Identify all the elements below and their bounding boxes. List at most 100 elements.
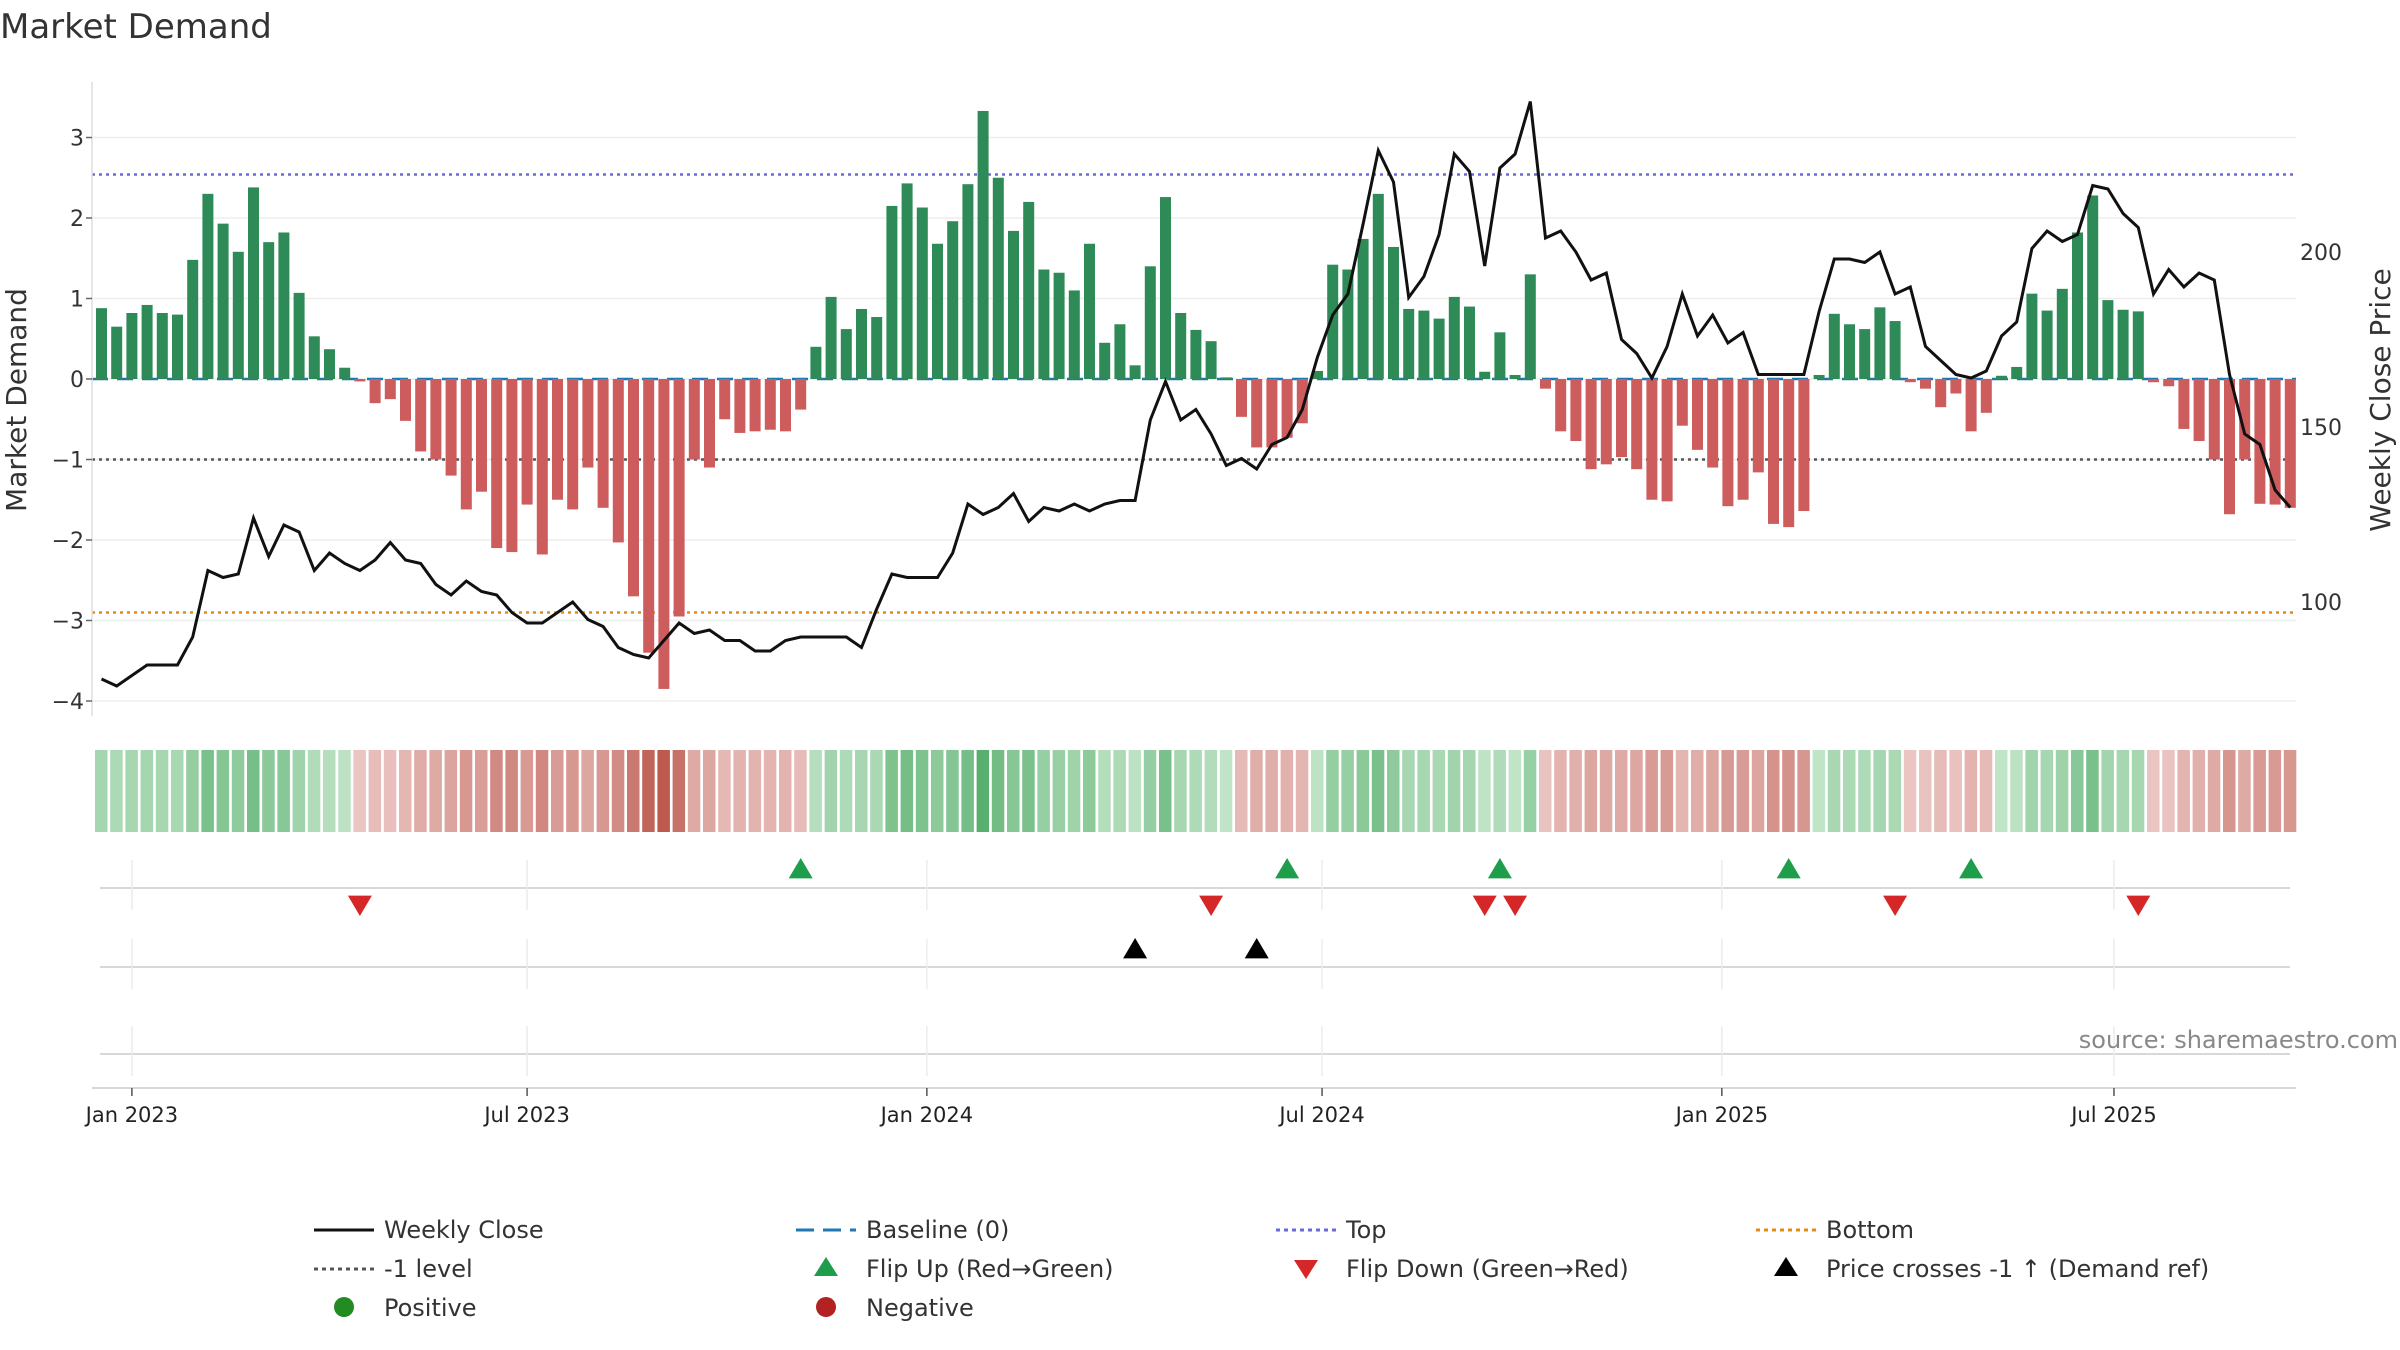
- heat-cell: [2116, 750, 2130, 832]
- flip-down-marker: [1883, 895, 1908, 916]
- demand-bar: [916, 207, 928, 379]
- left-tick-label: −3: [52, 610, 84, 635]
- heat-cell: [186, 750, 199, 832]
- demand-bar: [521, 379, 533, 505]
- heat-cell: [2010, 750, 2023, 832]
- demand-bar: [734, 379, 746, 433]
- demand-bar: [932, 243, 943, 379]
- heat-cell: [596, 750, 610, 832]
- heat-cell: [1128, 750, 1142, 832]
- demand-bar: [2132, 311, 2144, 379]
- demand-bar: [2269, 379, 2281, 505]
- flip-up-marker: [1275, 858, 1300, 879]
- legend-label: -1 level: [384, 1255, 473, 1283]
- demand-bar: [1494, 332, 1506, 379]
- heat-cell: [2055, 750, 2069, 832]
- heat-cell: [2101, 750, 2114, 832]
- heat-cell: [1843, 750, 1856, 832]
- demand-bar: [901, 183, 913, 379]
- demand-bar: [871, 317, 883, 379]
- legend-item-minus-one: -1 level: [314, 1255, 473, 1283]
- legend-label: Negative: [866, 1294, 974, 1322]
- demand-bar: [962, 184, 974, 379]
- demand-bar: [1418, 310, 1430, 379]
- heat-cell: [2071, 750, 2084, 832]
- x-tick-label: Jul 2023: [482, 1103, 569, 1127]
- demand-bar: [2026, 293, 2038, 379]
- demand-bar: [2224, 379, 2235, 515]
- demand-bar: [567, 379, 579, 510]
- heat-cell: [1447, 750, 1461, 832]
- heat-cell: [520, 750, 534, 832]
- heat-cell: [1326, 750, 1339, 832]
- demand-bar: [1874, 307, 1886, 379]
- demand-bar: [187, 259, 199, 379]
- heat-cell: [1539, 750, 1552, 832]
- heat-cell: [1812, 750, 1826, 832]
- heat-cell: [961, 750, 974, 832]
- legend-item-negative: Negative: [816, 1294, 974, 1322]
- demand-bar: [1950, 379, 1962, 394]
- heat-cell: [1934, 750, 1947, 832]
- x-tick-label: Jan 2023: [84, 1103, 179, 1127]
- heat-cell: [429, 750, 442, 832]
- demand-bar: [947, 221, 959, 379]
- demand-bar: [1403, 308, 1415, 379]
- demand-bar: [1524, 274, 1536, 379]
- demand-bar: [1342, 269, 1354, 379]
- demand-bar: [369, 379, 381, 404]
- demand-bar: [780, 379, 791, 432]
- demand-bar: [1312, 370, 1323, 379]
- heat-cell: [171, 750, 184, 832]
- demand-bar: [1555, 379, 1567, 432]
- heat-cell: [1478, 750, 1491, 832]
- demand-bar: [1190, 329, 1202, 379]
- demand-bar: [2239, 379, 2251, 460]
- demand-bar: [141, 304, 153, 379]
- heat-cell: [1295, 750, 1309, 832]
- demand-bar: [126, 312, 138, 379]
- demand-bar: [1570, 379, 1582, 441]
- heat-cell: [1599, 750, 1613, 832]
- demand-bar: [688, 379, 700, 460]
- heat-cell: [1052, 750, 1066, 832]
- demand-bar: [1296, 379, 1308, 424]
- heat-cell: [1463, 750, 1476, 832]
- heat-cell: [672, 750, 686, 832]
- demand-bar: [2254, 379, 2266, 504]
- demand-bar: [2117, 309, 2129, 379]
- heat-cell: [1022, 750, 1035, 832]
- heat-cell: [2040, 750, 2054, 832]
- demand-bar: [384, 379, 396, 400]
- demand-bar: [1068, 290, 1080, 379]
- heat-cell: [353, 750, 366, 832]
- demand-bar: [597, 379, 609, 508]
- demand-bar: [1388, 246, 1399, 379]
- flip-up-marker: [1487, 858, 1512, 879]
- demand-bar: [232, 251, 244, 379]
- demand-bar: [1433, 318, 1445, 379]
- heat-cell: [748, 750, 762, 832]
- demand-bar: [111, 326, 123, 379]
- heat-cell: [1736, 750, 1750, 832]
- demand-bar: [536, 379, 548, 555]
- heat-cell: [991, 750, 1005, 832]
- left-tick-label: −4: [52, 690, 84, 715]
- heat-cell: [201, 750, 214, 832]
- heat-cell: [657, 750, 670, 832]
- legend-label: Positive: [384, 1294, 477, 1322]
- demand-bar: [278, 232, 290, 379]
- demand-bar: [1175, 312, 1187, 379]
- demand-bar: [1114, 324, 1126, 379]
- heat-cell: [809, 750, 822, 832]
- demand-bar: [293, 292, 305, 379]
- heat-cell: [1098, 750, 1111, 832]
- right-tick-label: 200: [2300, 241, 2342, 266]
- heat-cell: [1873, 750, 1886, 832]
- heat-cell: [490, 750, 503, 832]
- heat-cell: [1280, 750, 1294, 832]
- heat-cell: [459, 750, 473, 832]
- heat-cell: [399, 750, 412, 832]
- heat-cell: [1903, 750, 1917, 832]
- heat-cell: [1037, 750, 1050, 832]
